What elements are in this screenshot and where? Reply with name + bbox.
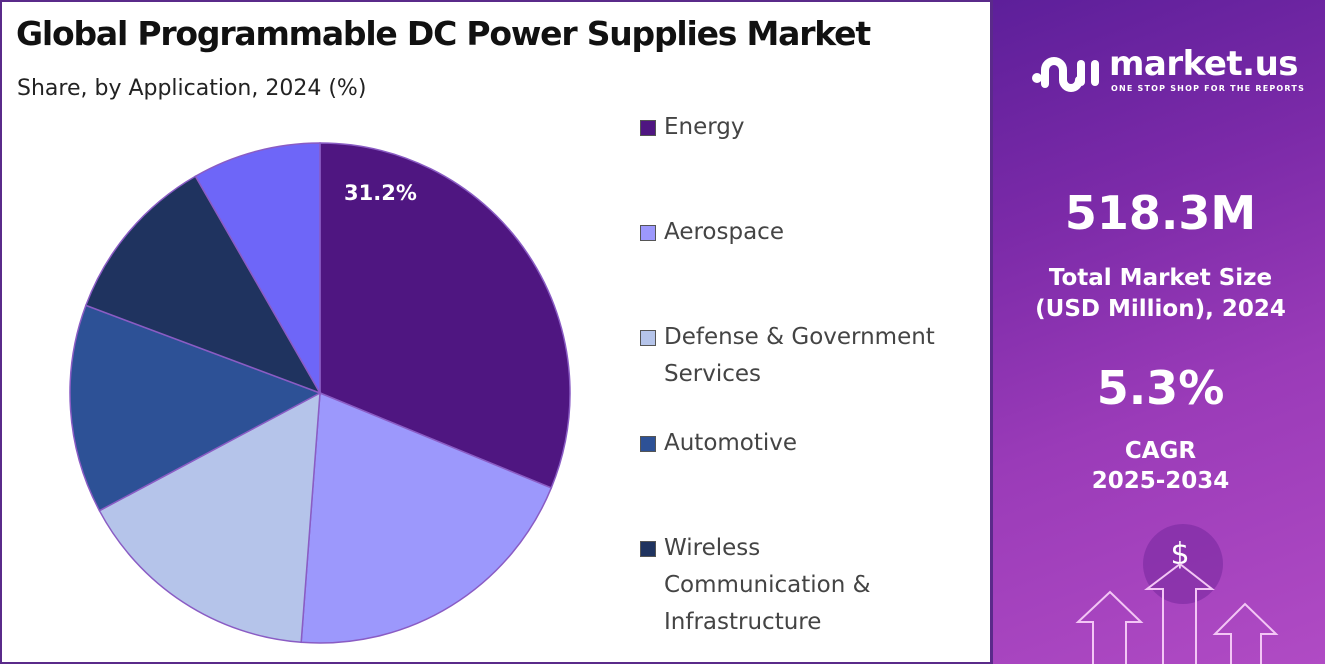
svg-text:$: $	[1170, 537, 1189, 572]
market-size-value: 518.3M	[1064, 186, 1257, 240]
cagr-value: 5.3%	[1096, 361, 1225, 415]
pie-slice-aerospace	[300, 391, 553, 644]
pie-chart: 31.2%	[69, 142, 571, 644]
market-size-label: Total Market Size	[1048, 265, 1273, 291]
data-label: 31.2%	[344, 181, 417, 205]
pie-slice-energy	[319, 142, 571, 489]
pie-slice-others	[194, 142, 321, 396]
legend-swatch	[640, 120, 656, 136]
summary-panel: market.us ONE STOP SHOP FOR THE REPORTS …	[990, 0, 1325, 664]
cagr-label: CAGR	[1124, 438, 1197, 464]
pie-slice-wireless-communication-infrastructure	[84, 175, 322, 395]
legend-swatch	[640, 330, 656, 346]
logo: market.us ONE STOP SHOP FOR THE REPORTS	[1031, 44, 1304, 95]
growth-arrows-icon: $	[1075, 524, 1279, 664]
legend-swatch	[640, 436, 656, 452]
pie-slice-defense-government-services	[98, 391, 321, 644]
chart-title: Global Programmable DC Power Supplies Ma…	[16, 14, 871, 53]
legend-swatch	[640, 225, 656, 241]
chart-subtitle: Share, by Application, 2024 (%)	[17, 76, 367, 101]
legend-swatch	[640, 541, 656, 557]
market-size-label-2: (USD Million), 2024	[1035, 296, 1286, 322]
pie-slice-automotive	[69, 304, 322, 512]
logo-icon	[1032, 57, 1099, 92]
cagr-period: 2025-2034	[1091, 468, 1230, 494]
